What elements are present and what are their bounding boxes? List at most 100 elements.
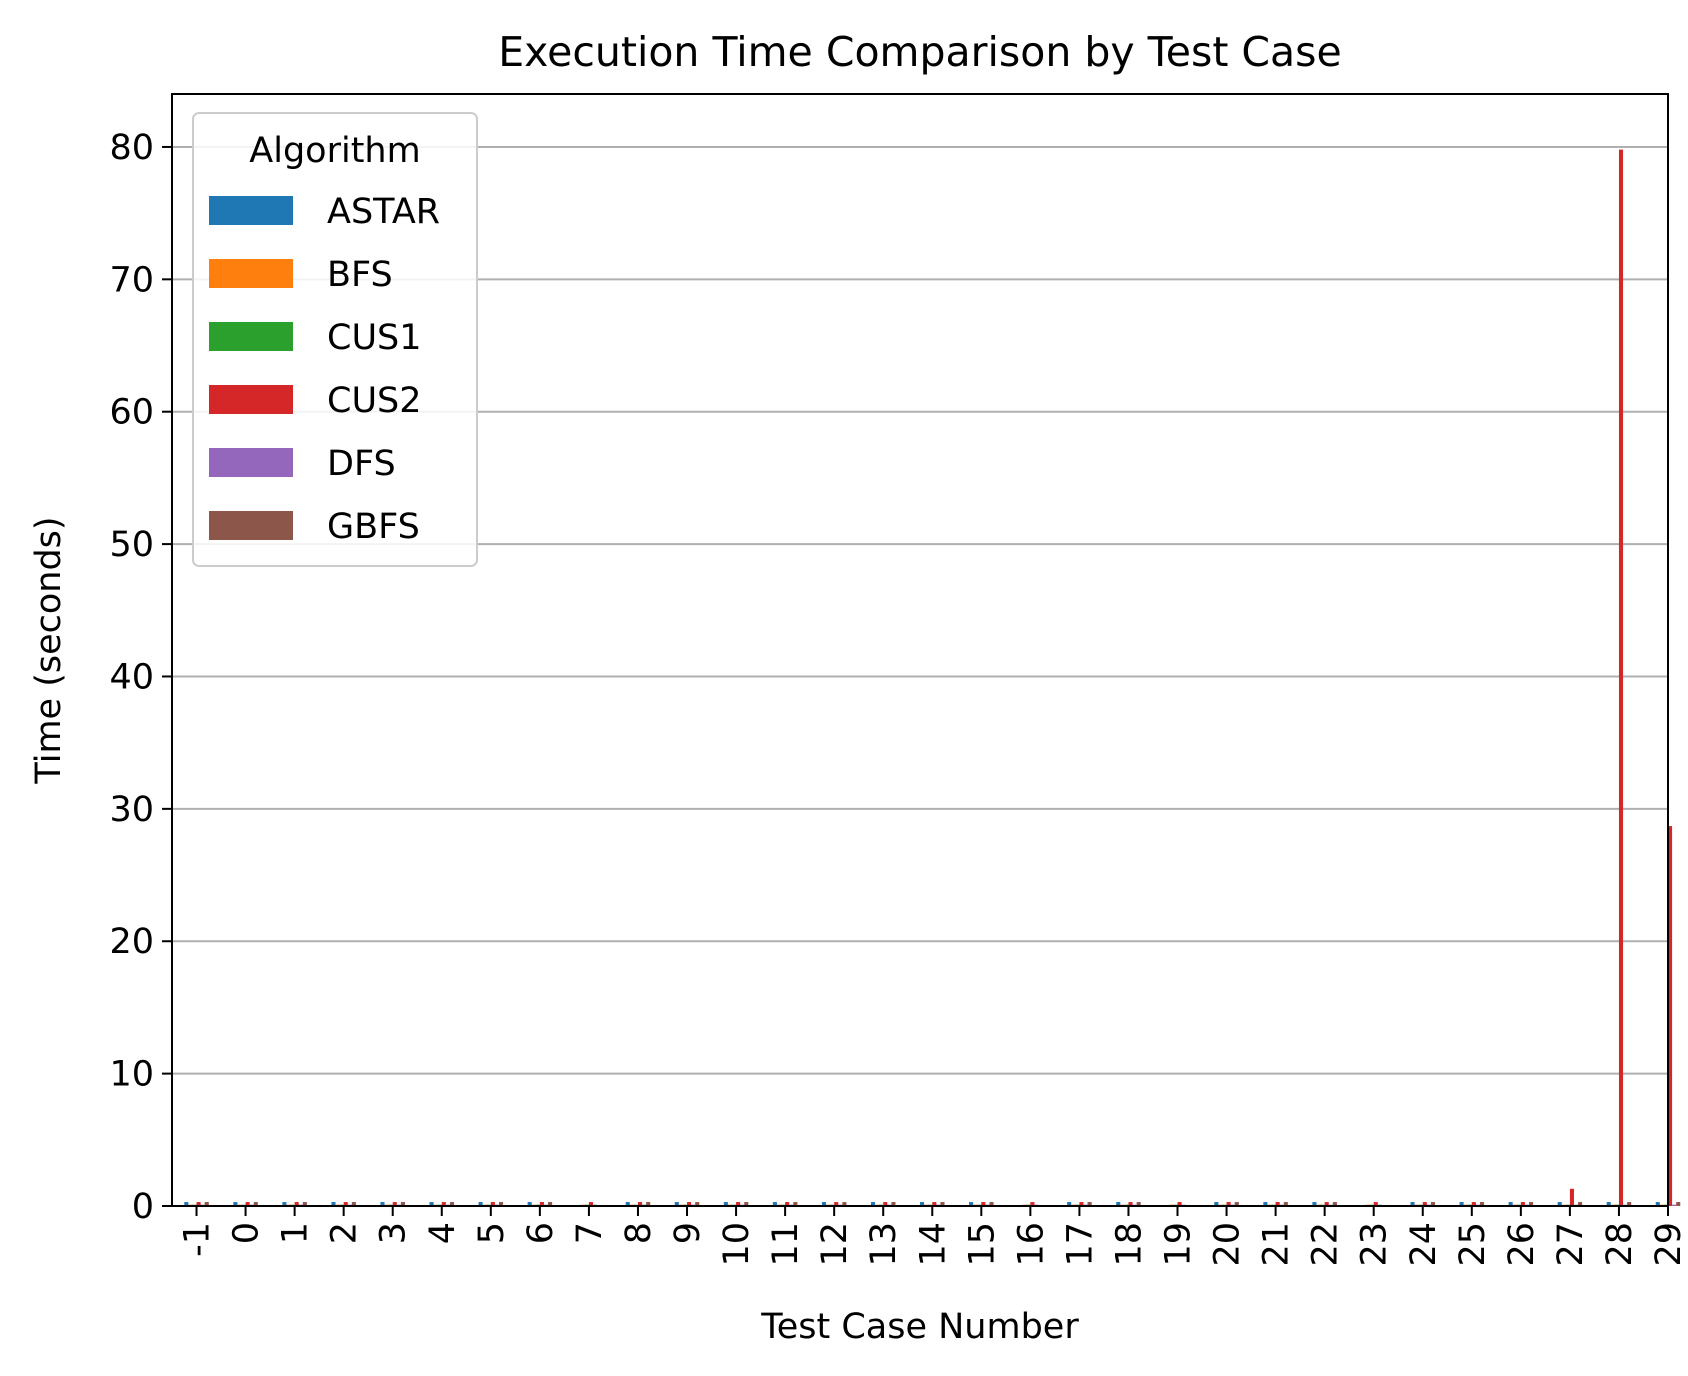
- x-tick-label: 25: [1453, 1222, 1493, 1267]
- bar-cus2-18: [1128, 1202, 1133, 1206]
- x-tick-label: 21: [1257, 1222, 1297, 1267]
- bar-astar-6: [527, 1202, 532, 1206]
- bar-cus2-16: [1030, 1202, 1035, 1206]
- x-tick-label: 6: [521, 1222, 561, 1244]
- bar-cus2-0: [245, 1202, 250, 1206]
- bar-gbfs-24: [1430, 1202, 1436, 1206]
- plot-frame: [171, 93, 1669, 1207]
- bar-astar-8: [625, 1202, 630, 1206]
- x-tick-label: 12: [815, 1222, 855, 1267]
- bar-astar-25: [1459, 1202, 1464, 1206]
- bar-astar-4: [429, 1202, 434, 1206]
- legend-label-bfs: BFS: [327, 255, 393, 295]
- bar-astar-11: [772, 1202, 777, 1206]
- legend-label-dfs: DFS: [327, 444, 396, 484]
- bar-astar-1: [282, 1202, 287, 1206]
- x-tick-label: 0: [227, 1222, 267, 1244]
- x-tick-label: 2: [325, 1222, 365, 1244]
- bar-astar-5: [478, 1202, 483, 1206]
- legend-label-astar: ASTAR: [327, 192, 440, 232]
- bar-gbfs-13: [891, 1202, 896, 1206]
- y-tick-label: 70: [109, 260, 154, 300]
- legend-swatch-cus2: [209, 385, 293, 414]
- y-tick-label: 60: [109, 393, 154, 433]
- x-tick-label: 9: [668, 1222, 708, 1244]
- bar-cus2-23: [1373, 1202, 1378, 1206]
- bar-cus2-9: [687, 1202, 692, 1206]
- bar-gbfs-12: [842, 1202, 847, 1206]
- bar-gbfs-1: [302, 1202, 307, 1206]
- bar-cus2-21: [1275, 1202, 1280, 1206]
- bar-cus2-22: [1324, 1202, 1329, 1206]
- bar-cus2-27: [1569, 1188, 1574, 1206]
- y-tick-label: 80: [109, 128, 154, 168]
- bar-astar-28: [1606, 1202, 1611, 1206]
- x-tick-label: 26: [1502, 1222, 1542, 1267]
- legend-label-gbfs: GBFS: [327, 507, 420, 547]
- bar-astar-0: [233, 1202, 238, 1206]
- bar-cus2-12: [834, 1202, 839, 1206]
- bar-astar-2: [331, 1202, 336, 1206]
- bar-astar-27: [1557, 1202, 1562, 1206]
- bar-astar--1: [184, 1202, 189, 1206]
- bar-gbfs-29: [1676, 1202, 1681, 1206]
- x-tick-label: 28: [1600, 1222, 1640, 1267]
- bar-astar-18: [1116, 1202, 1121, 1206]
- bar-gbfs-9: [695, 1202, 700, 1206]
- bar-cus2-7: [588, 1202, 594, 1206]
- x-tick-label: 13: [864, 1222, 904, 1267]
- bar-cus2-15: [981, 1202, 986, 1206]
- bar-gbfs-14: [940, 1202, 945, 1206]
- legend-label-cus2: CUS2: [327, 381, 422, 421]
- bar-gbfs-20: [1234, 1202, 1239, 1206]
- bar-cus2-26: [1520, 1202, 1525, 1206]
- bar-gbfs-4: [449, 1202, 455, 1206]
- bar-gbfs-18: [1136, 1202, 1141, 1206]
- bar-astar-26: [1508, 1202, 1513, 1206]
- x-tick-label: 10: [717, 1222, 757, 1267]
- x-tick-label: 1: [276, 1222, 316, 1244]
- y-axis-ticks: 0 10 20 30 40 50 60 70 80: [109, 128, 172, 1227]
- bar-astar-13: [870, 1202, 876, 1206]
- bar-cus2-28: [1618, 149, 1624, 1207]
- x-tick-label: 8: [619, 1222, 659, 1244]
- bar-cus2-11: [785, 1202, 790, 1206]
- legend-swatch-gbfs: [209, 511, 293, 540]
- bar-gbfs-25: [1479, 1202, 1485, 1206]
- bar-astar-20: [1214, 1202, 1219, 1206]
- bar-cus2-4: [441, 1202, 446, 1206]
- bar-cus2-13: [883, 1202, 888, 1206]
- y-axis-label: Time (seconds): [29, 516, 69, 784]
- x-tick-label: 5: [472, 1222, 512, 1244]
- bar-astar-10: [723, 1202, 728, 1206]
- y-tick-label: 20: [109, 922, 154, 962]
- x-tick-label: 17: [1060, 1222, 1100, 1267]
- bar-gbfs-2: [351, 1202, 356, 1206]
- bar-cus2-20: [1226, 1202, 1231, 1206]
- legend-swatch-cus1: [209, 322, 293, 351]
- bar-cus2--1: [196, 1202, 201, 1206]
- y-tick-label: 50: [109, 525, 154, 565]
- chart-title: Execution Time Comparison by Test Case: [498, 28, 1342, 76]
- legend-title: Algorithm: [249, 131, 420, 171]
- x-tick-label: 27: [1551, 1222, 1591, 1267]
- bar-cus2-2: [343, 1202, 348, 1206]
- bar-cus2-25: [1471, 1202, 1476, 1206]
- x-tick-label: 18: [1109, 1222, 1149, 1267]
- bar-astar-15: [969, 1202, 974, 1206]
- bar-cus2-19: [1177, 1202, 1182, 1206]
- x-axis-label: Test Case Number: [760, 1307, 1079, 1347]
- bar-gbfs-27: [1578, 1202, 1583, 1206]
- x-tick-label: 22: [1306, 1222, 1346, 1267]
- bar-gbfs-3: [400, 1202, 405, 1206]
- legend-swatch-dfs: [209, 448, 293, 477]
- bar-astar-3: [380, 1202, 385, 1206]
- x-tick-label: 24: [1404, 1222, 1444, 1267]
- bar-cus2-3: [392, 1202, 397, 1206]
- bar-cus2-24: [1422, 1202, 1427, 1206]
- bar-astar-14: [920, 1202, 925, 1206]
- bar-astar-24: [1410, 1202, 1415, 1206]
- x-tick-label: 16: [1011, 1222, 1051, 1267]
